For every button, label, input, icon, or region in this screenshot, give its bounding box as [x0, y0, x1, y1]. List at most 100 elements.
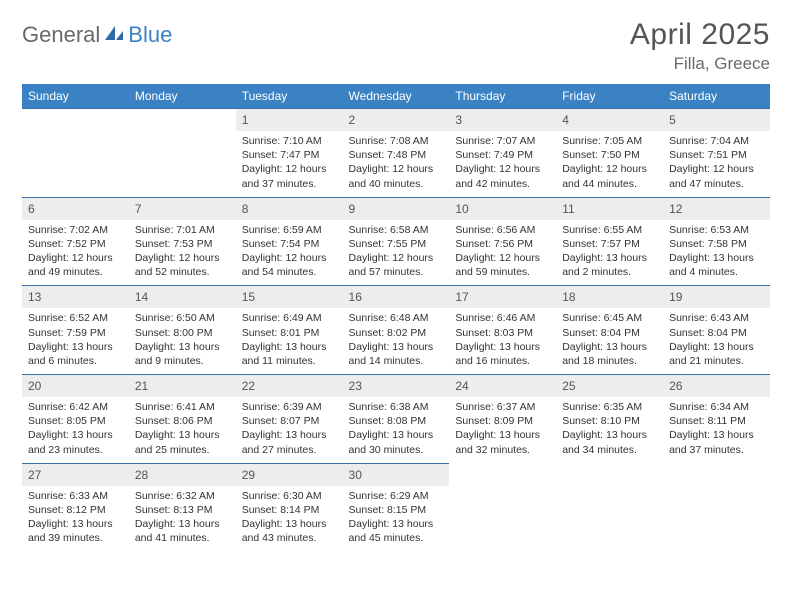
weekday-header: Saturday	[663, 84, 770, 108]
daylight-line1: Daylight: 13 hours	[135, 428, 230, 442]
day-body: Sunrise: 6:43 AMSunset: 8:04 PMDaylight:…	[663, 308, 770, 368]
day-cell: 2 Sunrise: 7:08 AMSunset: 7:48 PMDaylight…	[343, 108, 450, 197]
day-cell: 9Sunrise: 6:58 AMSunset: 7:55 PMDaylight…	[343, 197, 450, 286]
sunrise-text: Sunrise: 6:49 AM	[242, 311, 337, 325]
day-body: Sunrise: 6:29 AMSunset: 8:15 PMDaylight:…	[343, 486, 450, 546]
day-number: 13	[28, 290, 41, 304]
daylight-line2: and 9 minutes.	[135, 354, 230, 368]
sunrise-text: Sunrise: 6:41 AM	[135, 400, 230, 414]
day-number: 30	[349, 468, 362, 482]
daylight-line1: Daylight: 13 hours	[242, 340, 337, 354]
sunrise-text: Sunrise: 6:48 AM	[349, 311, 444, 325]
day-cell: 15 Sunrise: 6:49 AMSunset: 8:01 PMDayligh…	[236, 285, 343, 374]
day-number: 15	[242, 290, 255, 304]
calendar-row: 20Sunrise: 6:42 AMSunset: 8:05 PMDayligh…	[22, 374, 770, 463]
daylight-line2: and 45 minutes.	[349, 531, 444, 545]
day-cell: 16 Sunrise: 6:48 AMSunset: 8:02 PMDayligh…	[343, 285, 450, 374]
sunrise-text: Sunrise: 7:01 AM	[135, 223, 230, 237]
calendar-row: 27Sunrise: 6:33 AMSunset: 8:12 PMDayligh…	[22, 463, 770, 552]
daylight-line2: and 37 minutes.	[242, 177, 337, 191]
sunset-text: Sunset: 8:01 PM	[242, 326, 337, 340]
sunset-text: Sunset: 8:07 PM	[242, 414, 337, 428]
title-block: April 2025 Filla, Greece	[630, 18, 770, 74]
day-body: Sunrise: 6:53 AMSunset: 7:58 PMDaylight:…	[663, 220, 770, 280]
daylight-line1: Daylight: 12 hours	[455, 162, 550, 176]
day-cell: 13 Sunrise: 6:52 AMSunset: 7:59 PMDayligh…	[22, 285, 129, 374]
day-number: 22	[242, 379, 255, 393]
daylight-line2: and 30 minutes.	[349, 443, 444, 457]
sunset-text: Sunset: 8:00 PM	[135, 326, 230, 340]
daylight-line1: Daylight: 13 hours	[669, 428, 764, 442]
calendar-row: 13 Sunrise: 6:52 AMSunset: 7:59 PMDayligh…	[22, 285, 770, 374]
day-body: Sunrise: 6:30 AMSunset: 8:14 PMDaylight:…	[236, 486, 343, 546]
daylight-line2: and 34 minutes.	[562, 443, 657, 457]
day-number: 1	[242, 113, 249, 127]
daylight-line2: and 37 minutes.	[669, 443, 764, 457]
calendar-table: Sunday Monday Tuesday Wednesday Thursday…	[22, 84, 770, 551]
weekday-header: Wednesday	[343, 84, 450, 108]
day-cell: 6Sunrise: 7:02 AMSunset: 7:52 PMDaylight…	[22, 197, 129, 286]
sunset-text: Sunset: 7:48 PM	[349, 148, 444, 162]
sunset-text: Sunset: 8:06 PM	[135, 414, 230, 428]
day-number: 21	[135, 379, 148, 393]
daylight-line2: and 6 minutes.	[28, 354, 123, 368]
day-number: 9	[349, 202, 356, 216]
sunset-text: Sunset: 7:47 PM	[242, 148, 337, 162]
day-number: 18	[562, 290, 575, 304]
sunset-text: Sunset: 8:03 PM	[455, 326, 550, 340]
day-body: Sunrise: 7:07 AMSunset: 7:49 PMDaylight:…	[449, 131, 556, 191]
day-number: 19	[669, 290, 682, 304]
daylight-line2: and 40 minutes.	[349, 177, 444, 191]
day-cell: 23Sunrise: 6:38 AMSunset: 8:08 PMDayligh…	[343, 374, 450, 463]
sunrise-text: Sunrise: 6:39 AM	[242, 400, 337, 414]
daylight-line1: Daylight: 13 hours	[242, 517, 337, 531]
daylight-line2: and 59 minutes.	[455, 265, 550, 279]
day-number: 24	[455, 379, 468, 393]
sunrise-text: Sunrise: 6:29 AM	[349, 489, 444, 503]
day-number: 16	[349, 290, 362, 304]
day-body: Sunrise: 6:34 AMSunset: 8:11 PMDaylight:…	[663, 397, 770, 457]
day-body: Sunrise: 6:56 AMSunset: 7:56 PMDaylight:…	[449, 220, 556, 280]
daylight-line1: Daylight: 12 hours	[349, 251, 444, 265]
day-number: 6	[28, 202, 35, 216]
logo: General Blue	[22, 18, 172, 48]
daylight-line1: Daylight: 13 hours	[135, 340, 230, 354]
sunset-text: Sunset: 7:54 PM	[242, 237, 337, 251]
page: General Blue April 2025 Filla, Greece Su…	[0, 0, 792, 561]
daylight-line2: and 43 minutes.	[242, 531, 337, 545]
sunset-text: Sunset: 8:11 PM	[669, 414, 764, 428]
sunrise-text: Sunrise: 6:52 AM	[28, 311, 123, 325]
day-body: Sunrise: 7:08 AMSunset: 7:48 PMDaylight:…	[343, 131, 450, 191]
day-body: Sunrise: 6:37 AMSunset: 8:09 PMDaylight:…	[449, 397, 556, 457]
day-number: 10	[455, 202, 468, 216]
sunset-text: Sunset: 8:04 PM	[669, 326, 764, 340]
daylight-line2: and 14 minutes.	[349, 354, 444, 368]
daylight-line1: Daylight: 12 hours	[242, 251, 337, 265]
location: Filla, Greece	[630, 54, 770, 74]
sunrise-text: Sunrise: 7:05 AM	[562, 134, 657, 148]
day-body: Sunrise: 6:33 AMSunset: 8:12 PMDaylight:…	[22, 486, 129, 546]
day-body: Sunrise: 6:52 AMSunset: 7:59 PMDaylight:…	[22, 308, 129, 368]
weekday-header: Sunday	[22, 84, 129, 108]
daylight-line2: and 25 minutes.	[135, 443, 230, 457]
sunset-text: Sunset: 7:57 PM	[562, 237, 657, 251]
daylight-line1: Daylight: 12 hours	[28, 251, 123, 265]
sunset-text: Sunset: 8:09 PM	[455, 414, 550, 428]
day-cell: 1Sunrise: 7:10 AMSunset: 7:47 PMDaylight…	[236, 108, 343, 197]
daylight-line2: and 27 minutes.	[242, 443, 337, 457]
day-number: 28	[135, 468, 148, 482]
day-number: 17	[455, 290, 468, 304]
daylight-line2: and 32 minutes.	[455, 443, 550, 457]
day-number: 2	[349, 113, 356, 127]
calendar-row: 1Sunrise: 7:10 AMSunset: 7:47 PMDaylight…	[22, 108, 770, 197]
sunrise-text: Sunrise: 7:04 AM	[669, 134, 764, 148]
daylight-line2: and 41 minutes.	[135, 531, 230, 545]
daylight-line1: Daylight: 13 hours	[135, 517, 230, 531]
sunset-text: Sunset: 7:55 PM	[349, 237, 444, 251]
daylight-line2: and 16 minutes.	[455, 354, 550, 368]
sunrise-text: Sunrise: 6:45 AM	[562, 311, 657, 325]
day-body: Sunrise: 6:59 AMSunset: 7:54 PMDaylight:…	[236, 220, 343, 280]
sunrise-text: Sunrise: 6:43 AM	[669, 311, 764, 325]
day-body: Sunrise: 7:05 AMSunset: 7:50 PMDaylight:…	[556, 131, 663, 191]
day-body: Sunrise: 6:48 AMSunset: 8:02 PMDaylight:…	[343, 308, 450, 368]
